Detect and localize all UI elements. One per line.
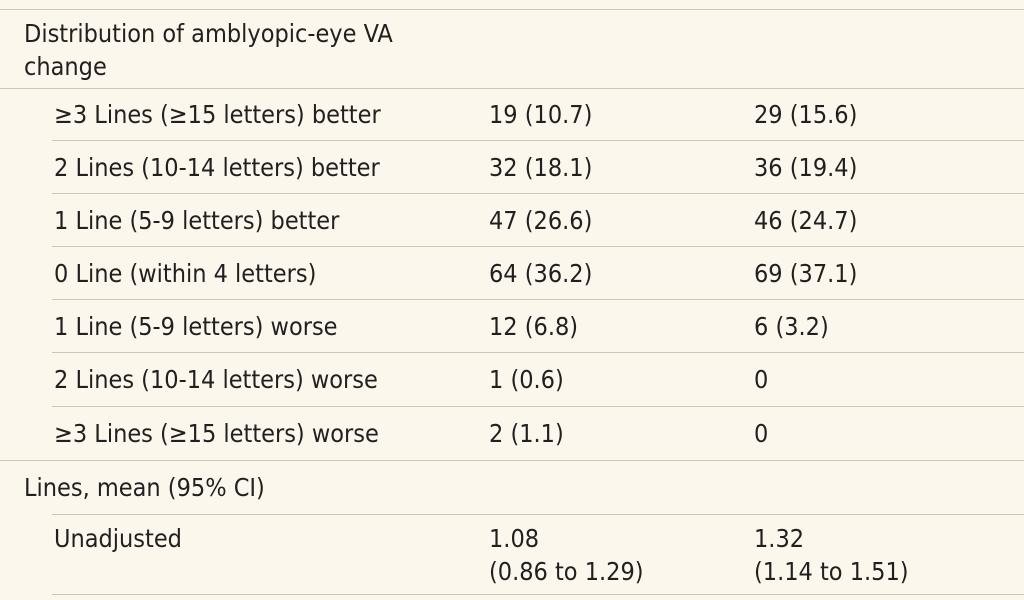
value-group-a: 1.08 (0.86 to 1.29) — [489, 522, 644, 588]
row-divider — [52, 193, 1024, 194]
row-label: 2 Lines (10-14 letters) better — [54, 153, 380, 182]
value-group-a: 32 (18.1) — [489, 153, 593, 182]
value-mean: 1.08 — [489, 524, 540, 553]
row-divider — [52, 140, 1024, 141]
value-group-a: 64 (36.2) — [489, 259, 593, 288]
value-group-b: 69 (37.1) — [754, 259, 858, 288]
value-group-b: 46 (24.7) — [754, 206, 858, 235]
row-label: 2 Lines (10-14 letters) worse — [54, 365, 378, 394]
value-mean: 1.32 — [754, 524, 805, 553]
row-label: Unadjusted — [54, 524, 182, 553]
row-divider — [0, 88, 1024, 89]
section-heading-line: change — [24, 52, 107, 81]
value-group-a: 47 (26.6) — [489, 206, 593, 235]
row-label: 0 Line (within 4 letters) — [54, 259, 317, 288]
value-group-b: 6 (3.2) — [754, 312, 829, 341]
value-group-a: 19 (10.7) — [489, 100, 593, 129]
value-group-b: 1.32 (1.14 to 1.51) — [754, 522, 909, 588]
value-group-a: 1 (0.6) — [489, 365, 564, 394]
top-rule — [0, 9, 1024, 10]
section-heading-line: Distribution of amblyopic-eye VA — [24, 19, 393, 48]
row-divider — [52, 299, 1024, 300]
value-group-b: 0 — [754, 365, 769, 394]
value-group-a: 2 (1.1) — [489, 419, 564, 448]
value-ci: (1.14 to 1.51) — [754, 557, 909, 586]
row-label: ≥3 Lines (≥15 letters) worse — [54, 419, 379, 448]
value-group-b: 29 (15.6) — [754, 100, 858, 129]
row-divider — [52, 246, 1024, 247]
row-divider — [52, 594, 1024, 595]
value-group-a: 12 (6.8) — [489, 312, 579, 341]
section-heading: Distribution of amblyopic-eye VA change — [24, 17, 393, 83]
section-heading: Lines, mean (95% CI) — [24, 473, 265, 502]
row-label: ≥3 Lines (≥15 letters) better — [54, 100, 381, 129]
row-divider — [52, 352, 1024, 353]
value-group-b: 0 — [754, 419, 769, 448]
row-label: 1 Line (5-9 letters) worse — [54, 312, 338, 341]
section-divider — [0, 460, 1024, 461]
row-divider — [52, 406, 1024, 407]
value-group-b: 36 (19.4) — [754, 153, 858, 182]
row-label: 1 Line (5-9 letters) better — [54, 206, 340, 235]
row-divider — [52, 514, 1024, 515]
value-ci: (0.86 to 1.29) — [489, 557, 644, 586]
